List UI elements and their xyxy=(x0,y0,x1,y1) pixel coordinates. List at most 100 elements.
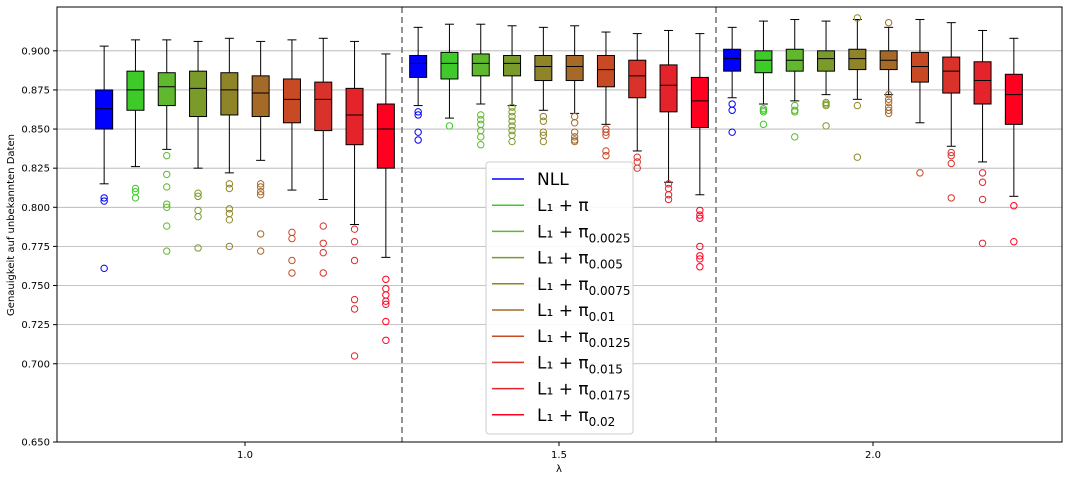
x-axis-ticks: 1.0 1.5 2.0 xyxy=(237,442,881,461)
outlier-point xyxy=(288,228,296,237)
box-body xyxy=(220,72,239,116)
outlier-point xyxy=(477,111,485,119)
box-body xyxy=(659,64,678,113)
box-body xyxy=(282,78,301,124)
box-body xyxy=(189,70,208,118)
box-body xyxy=(565,55,584,82)
outlier-point xyxy=(947,194,955,202)
x-tick-label: 1.5 xyxy=(551,450,567,461)
box-2.0-8 xyxy=(942,22,961,202)
box-1.5-3 xyxy=(471,23,490,149)
legend-item: NLL xyxy=(492,170,569,190)
box-body xyxy=(251,75,270,118)
outlier-point xyxy=(414,111,422,119)
outlier-point xyxy=(728,106,736,114)
outlier-point xyxy=(696,263,704,271)
outlier-point xyxy=(350,238,359,246)
outlier-point xyxy=(884,98,893,107)
outlier-point xyxy=(602,151,610,160)
box-1.0-1 xyxy=(95,45,114,273)
outlier-point xyxy=(602,128,610,136)
outlier-point xyxy=(570,112,579,121)
legend-label-main: L₁ + π xyxy=(537,327,589,347)
box-2.0-3 xyxy=(785,19,804,141)
legend-item: L₁ + π0.0025 xyxy=(492,222,631,245)
outlier-point xyxy=(288,269,296,277)
box-2.0-9 xyxy=(973,29,992,247)
outlier-point xyxy=(194,192,202,201)
outlier-point xyxy=(100,197,108,205)
outlier-point xyxy=(319,239,327,247)
outlier-point xyxy=(477,140,485,149)
outlier-point xyxy=(382,300,390,309)
legend-label: L₁ + π0.015 xyxy=(537,353,623,376)
outlier-point xyxy=(633,153,641,161)
outlier-point xyxy=(822,122,830,130)
outlier-point xyxy=(508,122,516,130)
legend-label: L₁ + π0.0175 xyxy=(537,380,631,403)
outlier-point xyxy=(350,256,359,265)
box-body xyxy=(848,48,867,71)
box-body xyxy=(440,51,459,80)
x-tick-label: 1.0 xyxy=(237,450,253,461)
outlier-point xyxy=(256,230,265,238)
outlier-point xyxy=(1010,202,1018,210)
legend-label-main: L₁ + π xyxy=(537,249,589,269)
box-body xyxy=(534,55,553,82)
box-1.0-5 xyxy=(220,37,239,251)
outlier-point xyxy=(163,151,171,160)
outlier-point xyxy=(225,242,234,251)
box-body xyxy=(126,70,145,111)
outlier-point xyxy=(319,222,327,230)
outlier-point xyxy=(664,191,673,199)
box-body xyxy=(910,51,929,83)
outlier-point xyxy=(602,131,610,140)
outlier-point xyxy=(539,112,548,121)
box-1.5-5 xyxy=(534,26,553,146)
outlier-point xyxy=(382,284,390,293)
outlier-point xyxy=(508,131,516,140)
outlier-point xyxy=(884,95,893,104)
outlier-point xyxy=(570,133,579,141)
legend-label: L₁ + π0.0075 xyxy=(537,275,631,298)
outlier-point xyxy=(256,180,265,188)
box-body xyxy=(409,55,428,78)
outlier-point xyxy=(947,159,955,168)
group-separators xyxy=(401,7,717,442)
outlier-point xyxy=(696,206,704,215)
legend-label-main: L₁ + π xyxy=(537,406,589,426)
outlier-point xyxy=(508,108,516,116)
outlier-point xyxy=(508,137,516,146)
outlier-point xyxy=(414,108,422,116)
outlier-point xyxy=(414,136,422,144)
outlier-point xyxy=(664,184,673,193)
outlier-point xyxy=(477,133,485,141)
box-2.0-2 xyxy=(754,20,773,129)
outlier-point xyxy=(350,295,359,304)
legend-label: L₁ + π0.01 xyxy=(537,301,615,324)
outlier-point xyxy=(570,119,579,127)
outlier-point xyxy=(664,180,673,188)
legend-item: L₁ + π0.0175 xyxy=(492,380,631,403)
outlier-point xyxy=(477,115,485,124)
outlier-point xyxy=(947,148,955,157)
legend-label: L₁ + π0.0125 xyxy=(537,327,631,350)
box-body xyxy=(471,53,490,77)
legend-item: L₁ + π0.02 xyxy=(492,406,615,429)
outlier-point xyxy=(916,169,924,177)
box-1.5-2 xyxy=(440,23,459,130)
legend-item: L₁ + π0.015 xyxy=(492,353,623,376)
box-2.0-4 xyxy=(817,20,836,130)
outlier-point xyxy=(853,101,862,110)
box-body xyxy=(628,59,647,99)
legend-label: NLL xyxy=(537,170,569,190)
outlier-point xyxy=(978,178,987,186)
outlier-point xyxy=(382,336,390,344)
outlier-point xyxy=(225,184,234,193)
outlier-point xyxy=(100,194,108,202)
legend-label-subscript: 0.02 xyxy=(589,415,616,429)
legend-label-subscript: 0.015 xyxy=(589,362,623,376)
outlier-point xyxy=(696,211,704,219)
box-1.0-4 xyxy=(189,40,208,252)
